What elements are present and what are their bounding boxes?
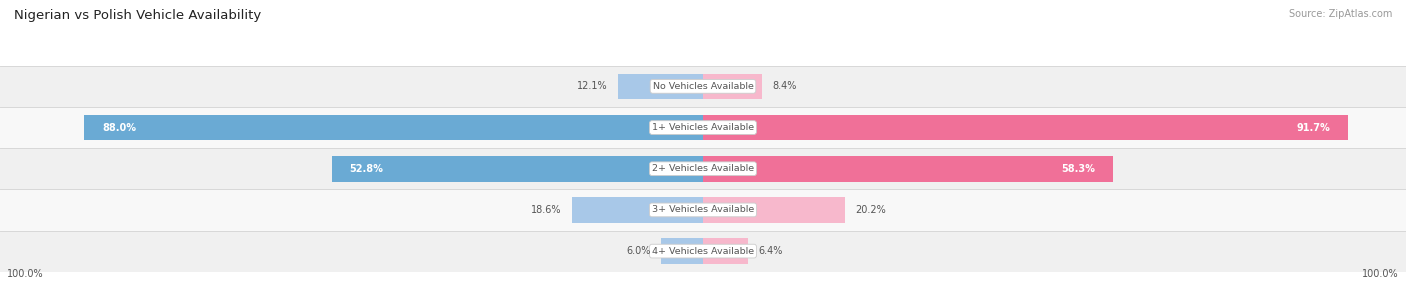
Text: 91.7%: 91.7%: [1296, 123, 1330, 132]
Text: 3+ Vehicles Available: 3+ Vehicles Available: [652, 205, 754, 214]
Bar: [572, 197, 703, 223]
Bar: [661, 238, 703, 264]
Text: Nigerian vs Polish Vehicle Availability: Nigerian vs Polish Vehicle Availability: [14, 9, 262, 21]
Text: 4+ Vehicles Available: 4+ Vehicles Available: [652, 247, 754, 256]
Bar: [619, 74, 703, 99]
Text: 6.4%: 6.4%: [759, 246, 783, 256]
Bar: [0, 189, 1406, 231]
Text: 8.4%: 8.4%: [773, 82, 797, 91]
Bar: [703, 74, 762, 99]
Bar: [703, 115, 1348, 140]
Text: No Vehicles Available: No Vehicles Available: [652, 82, 754, 91]
Bar: [0, 66, 1406, 107]
Text: Source: ZipAtlas.com: Source: ZipAtlas.com: [1288, 9, 1392, 19]
Text: 20.2%: 20.2%: [855, 205, 886, 215]
Bar: [703, 238, 748, 264]
Text: 2+ Vehicles Available: 2+ Vehicles Available: [652, 164, 754, 173]
Bar: [0, 107, 1406, 148]
Text: 6.0%: 6.0%: [626, 246, 650, 256]
Text: 100.0%: 100.0%: [7, 269, 44, 279]
Text: 100.0%: 100.0%: [1362, 269, 1399, 279]
Text: 88.0%: 88.0%: [101, 123, 136, 132]
Text: 58.3%: 58.3%: [1062, 164, 1095, 174]
Text: 18.6%: 18.6%: [531, 205, 562, 215]
Text: 12.1%: 12.1%: [576, 82, 607, 91]
Bar: [84, 115, 703, 140]
Bar: [703, 156, 1114, 182]
Text: 52.8%: 52.8%: [350, 164, 384, 174]
Bar: [703, 197, 845, 223]
Bar: [0, 148, 1406, 189]
Text: 1+ Vehicles Available: 1+ Vehicles Available: [652, 123, 754, 132]
Bar: [332, 156, 703, 182]
Bar: [0, 231, 1406, 272]
